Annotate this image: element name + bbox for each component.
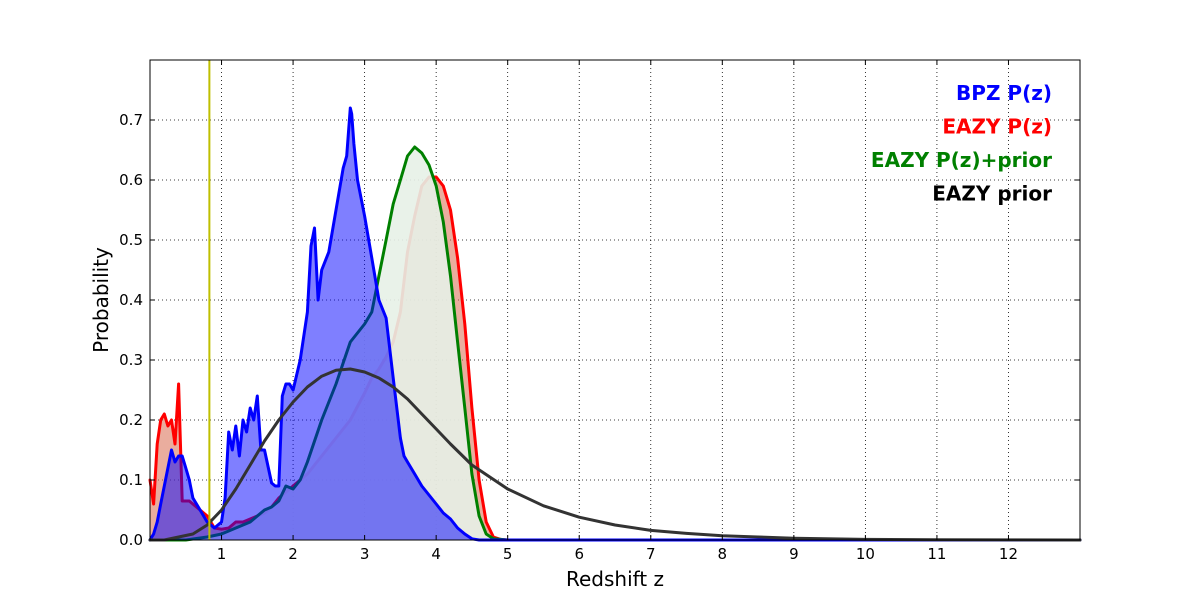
bpz-p-z-area [150,108,1080,540]
x-tick-label: 5 [503,545,513,563]
legend-eazy-p-z-prior: EAZY P(z)+prior [871,148,1052,172]
ticks: 1 2 3 4 5 6 7 8 9 10 11 120.00.10.20.30.40.50.60.7 [119,60,1080,563]
x-tick-label: 8 [718,545,728,563]
x-tick-label: 3 [360,545,370,563]
x-tick-label: 1 [217,545,227,563]
y-tick-label: 0.7 [119,111,143,129]
grid [150,60,1080,540]
y-tick-label: 0.3 [119,351,143,369]
y-tick-label: 0.4 [119,291,143,309]
y-axis-title: Probability [89,247,113,353]
x-tick-label: 12 [999,545,1018,563]
y-tick-label: 0.1 [119,471,143,489]
legend: BPZ P(z) EAZY P(z) EAZY P(z)+prior EAZY pri… [871,81,1052,206]
y-tick-label: 0.2 [119,411,143,429]
y-tick-label: 0.6 [119,171,143,189]
legend-eazy-prior: EAZY prior [932,182,1052,206]
x-tick-label: 2 [288,545,298,563]
x-tick-label: 6 [574,545,584,563]
x-tick-label: 11 [927,545,946,563]
bpz-p-z-line [148,106,1082,542]
legend-eazy-p-z: EAZY P(z) [942,115,1052,139]
y-tick-label: 0.5 [119,231,143,249]
x-tick-label: 9 [789,545,799,563]
x-axis-title: Redshift z [566,567,664,591]
x-tick-label: 7 [646,545,656,563]
series-layer [148,106,1082,542]
x-tick-label: 4 [431,545,441,563]
y-tick-label: 0.0 [119,531,143,549]
x-tick-label: 10 [856,545,875,563]
eazy-prior-line [148,367,1082,542]
legend-bpz-p-z: BPZ P(z) [956,81,1052,105]
